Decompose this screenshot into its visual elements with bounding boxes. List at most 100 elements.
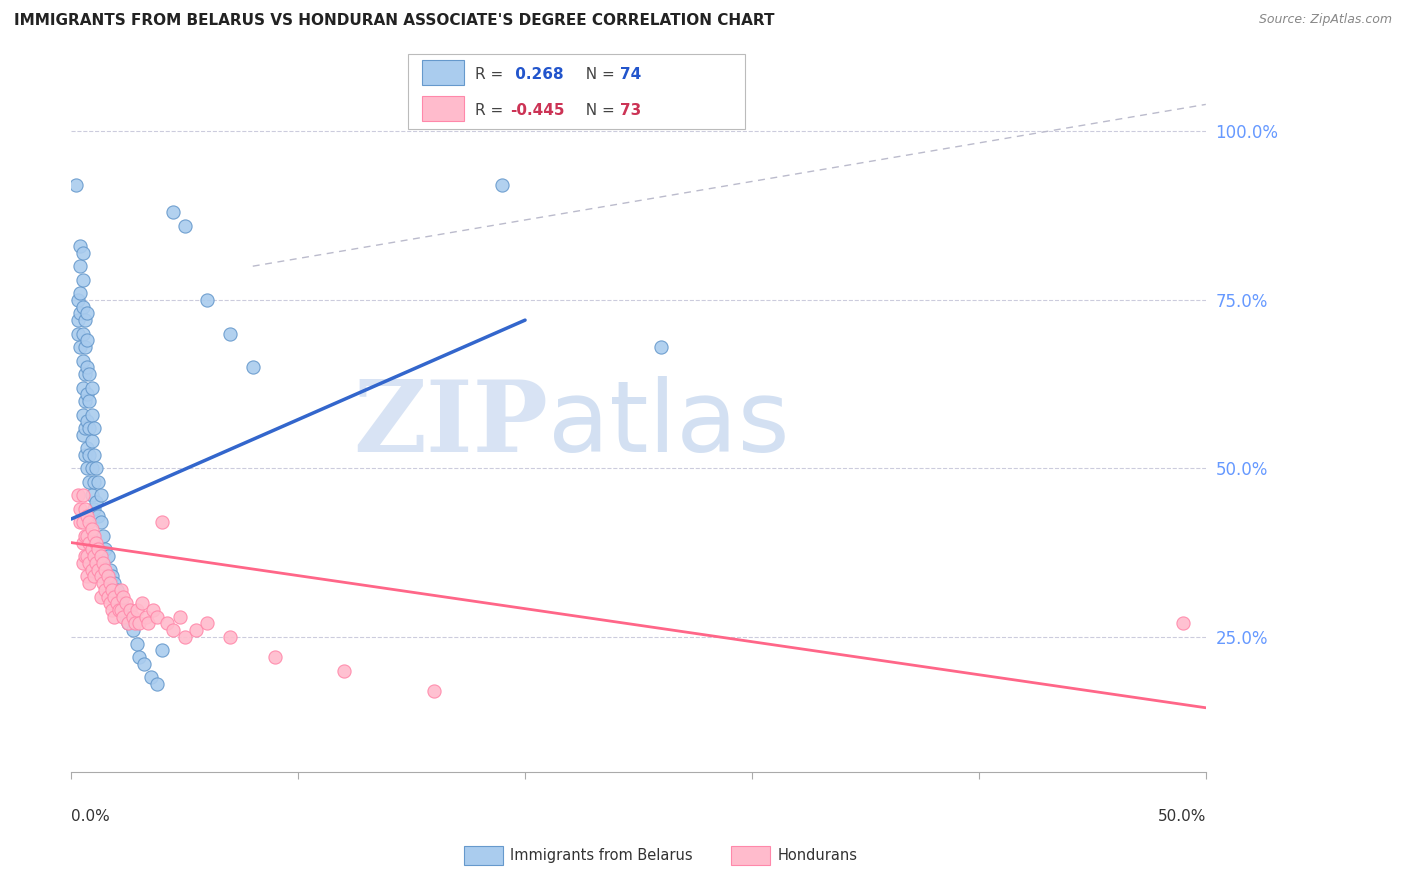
Text: IMMIGRANTS FROM BELARUS VS HONDURAN ASSOCIATE'S DEGREE CORRELATION CHART: IMMIGRANTS FROM BELARUS VS HONDURAN ASSO… [14, 13, 775, 29]
Point [76, 529, 98, 543]
Point [73, 394, 96, 409]
Text: Immigrants from Belarus: Immigrants from Belarus [510, 848, 693, 863]
Point [121, 624, 143, 638]
Point [73, 448, 96, 462]
Point [73, 340, 96, 354]
Point [150, 516, 173, 530]
Point [184, 624, 207, 638]
Point [69, 516, 91, 530]
Point [79, 576, 101, 591]
Text: 0.268: 0.268 [510, 67, 564, 82]
Point [72, 380, 94, 394]
Point [69, 286, 91, 301]
Point [108, 603, 131, 617]
Point [69, 259, 91, 273]
Point [72, 488, 94, 502]
Point [87, 563, 110, 577]
Point [76, 387, 98, 401]
Text: Source: ZipAtlas.com: Source: ZipAtlas.com [1258, 13, 1392, 27]
Point [90, 569, 112, 583]
Point [72, 408, 94, 422]
Point [79, 394, 101, 409]
Point [332, 664, 354, 678]
Point [90, 590, 112, 604]
Point [155, 616, 177, 631]
Text: 73: 73 [620, 103, 641, 118]
Point [84, 556, 107, 570]
Point [72, 245, 94, 260]
Point [76, 441, 98, 455]
Text: R =: R = [475, 67, 509, 82]
Point [114, 609, 136, 624]
Text: atlas: atlas [548, 376, 789, 473]
Point [491, 178, 513, 193]
Point [84, 461, 107, 475]
Point [90, 488, 112, 502]
Point [69, 239, 91, 253]
Point [103, 590, 125, 604]
Point [162, 624, 184, 638]
Point [135, 609, 157, 624]
Point [146, 677, 169, 691]
Point [112, 609, 135, 624]
Point [117, 616, 139, 631]
Point [83, 569, 105, 583]
Point [73, 313, 96, 327]
Point [83, 448, 105, 462]
Point [131, 596, 153, 610]
Point [80, 542, 103, 557]
Point [73, 549, 96, 563]
Point [128, 650, 150, 665]
Point [110, 582, 132, 597]
Point [90, 549, 112, 563]
Point [76, 334, 98, 348]
Point [103, 576, 125, 591]
Point [80, 522, 103, 536]
Point [650, 340, 672, 354]
Point [72, 535, 94, 549]
Point [83, 475, 105, 489]
Point [79, 367, 101, 381]
Point [197, 616, 219, 631]
Point [98, 596, 121, 610]
Point [72, 273, 94, 287]
Point [72, 326, 94, 341]
Point [94, 542, 117, 557]
Point [96, 569, 118, 583]
Point [132, 657, 155, 671]
Point [101, 582, 124, 597]
Point [87, 542, 110, 557]
Point [67, 326, 90, 341]
Point [80, 461, 103, 475]
Text: N =: N = [576, 103, 620, 118]
Point [423, 684, 446, 698]
Text: N =: N = [576, 67, 620, 82]
Point [96, 590, 118, 604]
Point [67, 293, 90, 307]
Point [80, 563, 103, 577]
Point [125, 603, 148, 617]
Point [96, 549, 118, 563]
Point [84, 495, 107, 509]
Point [87, 475, 110, 489]
Point [197, 293, 219, 307]
Point [264, 650, 287, 665]
Point [169, 609, 191, 624]
Point [76, 569, 98, 583]
Text: -0.445: -0.445 [510, 103, 565, 118]
Point [79, 421, 101, 435]
Point [91, 529, 114, 543]
Point [69, 306, 91, 320]
Point [114, 596, 136, 610]
Point [98, 576, 121, 591]
Point [87, 508, 110, 523]
Text: Hondurans: Hondurans [778, 848, 858, 863]
Point [67, 313, 90, 327]
Point [91, 556, 114, 570]
Point [173, 219, 195, 233]
Point [80, 408, 103, 422]
Point [72, 427, 94, 442]
Point [76, 461, 98, 475]
Text: 50.0%: 50.0% [1157, 809, 1206, 824]
Text: 74: 74 [620, 67, 641, 82]
